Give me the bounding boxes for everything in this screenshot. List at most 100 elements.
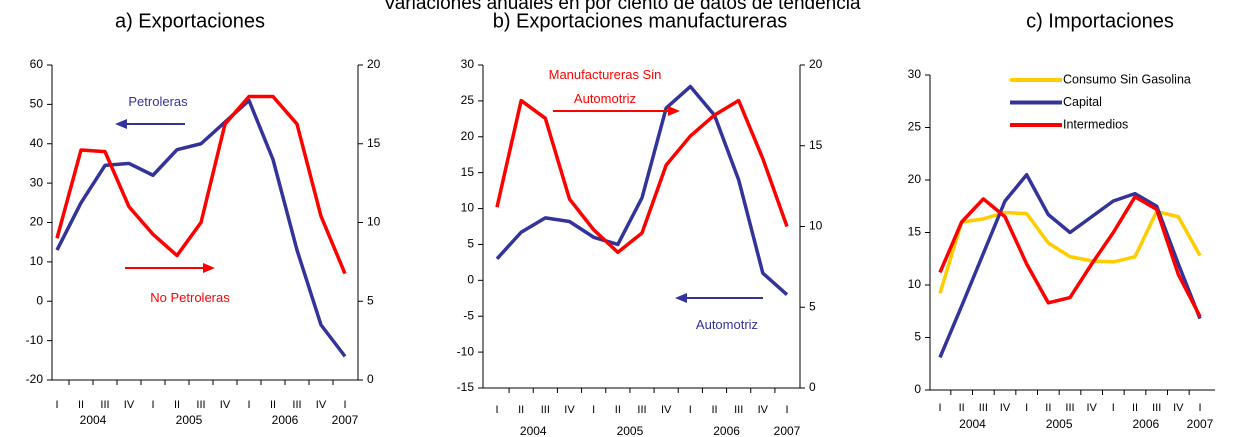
x-tick-label: II [78,399,84,411]
x-tick-label: I [343,399,346,411]
y-tick-label: 30 [461,57,475,71]
y-tick-label: 15 [908,225,922,239]
y-tick-label: 10 [908,277,922,291]
y-tick-label: 25 [461,93,475,107]
series-label: No Petroleras [150,290,230,305]
legend-label: Intermedios [1063,117,1128,131]
x-tick-label: II [959,402,965,414]
x-tick-label: II [615,404,621,416]
y2-tick-label: 5 [809,299,816,313]
y2-tick-label: 10 [809,219,823,233]
x-tick-label: I [495,404,498,416]
y2-tick-label: 10 [367,215,381,229]
x-tick-label: III [541,404,550,416]
y2-tick-label: 15 [809,138,823,152]
x-group-label: 2006 [1132,417,1159,431]
y-tick-label: 5 [467,237,474,251]
x-tick-label: III [196,399,205,411]
arrow-head [203,263,215,273]
series-line [55,94,347,275]
series-line [55,98,347,358]
x-tick-label: III [637,404,646,416]
y-tick-label: -10 [457,344,475,358]
x-tick-label: II [1132,402,1138,414]
x-tick-label: IV [661,404,672,416]
x-tick-label: I [247,399,250,411]
x-tick-label: I [55,399,58,411]
arrow-head [115,119,127,129]
x-group-label: 2004 [80,413,107,427]
x-tick-label: II [711,404,717,416]
series-line [495,98,789,255]
y-tick-label: 20 [908,172,922,186]
x-tick-label: IV [220,399,231,411]
x-group-label: 2004 [520,424,547,437]
series-line [938,173,1202,359]
y-tick-label: 0 [467,273,474,287]
x-tick-label: III [100,399,109,411]
x-tick-label: I [1025,402,1028,414]
y-tick-label: -10 [26,333,44,347]
y2-tick-label: 5 [367,293,374,307]
x-tick-label: IV [1173,402,1184,414]
y-tick-label: 20 [461,129,475,143]
x-tick-label: II [1045,402,1051,414]
y2-tick-label: 20 [367,57,381,71]
arrow-head [675,293,687,303]
y-tick-label: 50 [30,97,44,111]
x-tick-label: III [979,402,988,414]
x-tick-label: I [1112,402,1115,414]
series-label: Automotriz [695,317,759,332]
x-tick-label: IV [124,399,135,411]
y-tick-label: 10 [461,201,475,215]
x-tick-label: I [785,404,788,416]
y-tick-label: 10 [30,254,44,268]
y-tick-label: 15 [461,165,475,179]
y2-tick-label: 0 [367,372,374,386]
y-tick-label: 5 [914,330,921,344]
x-tick-label: III [292,399,301,411]
x-group-label: 2005 [1046,417,1073,431]
legend-label: Capital [1063,95,1102,109]
x-tick-label: I [689,404,692,416]
y-tick-label: 60 [30,57,44,71]
x-tick-label: IV [564,404,575,416]
x-group-label: 2007 [1187,417,1214,431]
y-tick-label: 20 [30,215,44,229]
y-tick-label: 25 [908,120,922,134]
panel-title: c) Importaciones [1026,10,1174,32]
x-group-label: 2007 [774,424,801,437]
x-tick-label: II [270,399,276,411]
y2-tick-label: 20 [809,57,823,71]
y-tick-label: -20 [26,372,44,386]
x-tick-label: IV [1000,402,1011,414]
x-group-label: 2005 [176,413,203,427]
x-tick-label: IV [1086,402,1097,414]
x-tick-label: IV [316,399,327,411]
y-tick-label: -15 [457,380,475,394]
x-tick-label: I [151,399,154,411]
series-label: Petroleras [128,94,188,109]
y-tick-label: 0 [36,293,43,307]
x-tick-label: I [592,404,595,416]
x-tick-label: IV [758,404,769,416]
x-tick-label: II [518,404,524,416]
x-group-label: 2006 [713,424,740,437]
y-tick-label: 40 [30,136,44,150]
x-tick-label: II [174,399,180,411]
panel-title: a) Exportaciones [115,10,265,32]
y-tick-label: 0 [914,382,921,396]
legend-label: Consumo Sin Gasolina [1063,72,1191,86]
x-group-label: 2004 [959,417,986,431]
y-tick-label: 30 [30,175,44,189]
x-tick-label: I [938,402,941,414]
series-line [938,195,1202,318]
series-label: Manufactureras Sin Automotriz [548,67,662,106]
x-tick-label: III [1065,402,1074,414]
x-group-label: 2005 [617,424,644,437]
x-tick-label: III [734,404,743,416]
x-tick-label: I [1198,402,1201,414]
y2-tick-label: 0 [809,380,816,394]
y2-tick-label: 15 [367,136,381,150]
